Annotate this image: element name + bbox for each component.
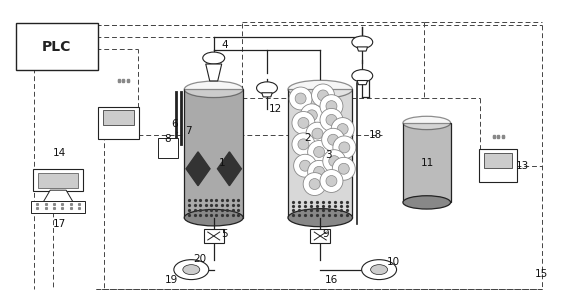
Circle shape: [338, 163, 349, 174]
Text: 17: 17: [53, 219, 66, 229]
Text: 11: 11: [422, 158, 434, 168]
Text: 6: 6: [171, 119, 178, 130]
Ellipse shape: [174, 260, 209, 280]
Text: 10: 10: [387, 257, 400, 267]
Circle shape: [307, 141, 330, 163]
Circle shape: [309, 179, 320, 189]
Bar: [403, 123, 451, 202]
Text: 5: 5: [221, 230, 228, 239]
Circle shape: [314, 166, 325, 177]
Circle shape: [339, 142, 350, 153]
Text: 1: 1: [219, 158, 225, 168]
Ellipse shape: [203, 52, 225, 64]
FancyBboxPatch shape: [38, 173, 79, 188]
Circle shape: [320, 169, 343, 192]
Ellipse shape: [370, 265, 388, 274]
Ellipse shape: [352, 70, 373, 82]
Circle shape: [318, 90, 329, 101]
Text: 20: 20: [193, 254, 206, 264]
Circle shape: [329, 156, 340, 167]
Circle shape: [307, 160, 330, 183]
FancyBboxPatch shape: [98, 107, 139, 139]
Circle shape: [323, 150, 346, 173]
Circle shape: [320, 108, 343, 131]
Polygon shape: [357, 47, 368, 51]
FancyBboxPatch shape: [484, 153, 513, 168]
Polygon shape: [206, 64, 221, 81]
Bar: [288, 89, 352, 218]
Text: 18: 18: [369, 130, 382, 140]
Ellipse shape: [403, 196, 451, 209]
Circle shape: [320, 95, 343, 118]
Text: 9: 9: [323, 230, 329, 239]
Text: PLC: PLC: [42, 40, 71, 53]
Ellipse shape: [352, 36, 373, 48]
Polygon shape: [186, 152, 210, 186]
Circle shape: [298, 118, 309, 128]
Circle shape: [331, 118, 354, 141]
Text: 15: 15: [535, 269, 549, 279]
Circle shape: [326, 176, 337, 186]
Circle shape: [326, 101, 337, 112]
Polygon shape: [217, 152, 242, 186]
Ellipse shape: [184, 81, 243, 98]
Circle shape: [337, 124, 348, 134]
Text: 8: 8: [165, 134, 171, 144]
Text: 16: 16: [325, 275, 338, 285]
FancyBboxPatch shape: [479, 150, 518, 182]
Circle shape: [292, 111, 315, 134]
Text: 4: 4: [221, 40, 228, 50]
FancyBboxPatch shape: [33, 169, 83, 191]
Text: 19: 19: [165, 275, 178, 285]
Circle shape: [289, 87, 312, 110]
Circle shape: [300, 104, 323, 127]
Circle shape: [306, 110, 318, 121]
Polygon shape: [357, 80, 368, 85]
Bar: [184, 89, 243, 218]
Ellipse shape: [362, 260, 397, 280]
Circle shape: [328, 134, 339, 145]
Circle shape: [303, 173, 326, 196]
FancyBboxPatch shape: [158, 138, 178, 157]
Circle shape: [293, 154, 316, 177]
Circle shape: [332, 157, 355, 180]
Circle shape: [314, 146, 325, 157]
Circle shape: [311, 84, 334, 107]
Ellipse shape: [403, 116, 451, 130]
Ellipse shape: [288, 209, 352, 227]
FancyBboxPatch shape: [31, 201, 85, 213]
Ellipse shape: [257, 82, 278, 94]
Ellipse shape: [184, 209, 243, 226]
FancyBboxPatch shape: [103, 110, 134, 126]
Circle shape: [295, 93, 306, 104]
Circle shape: [298, 139, 309, 150]
FancyBboxPatch shape: [310, 229, 330, 243]
Circle shape: [306, 122, 329, 145]
Ellipse shape: [288, 80, 352, 98]
Circle shape: [300, 160, 311, 171]
Ellipse shape: [183, 265, 200, 274]
Circle shape: [321, 128, 345, 151]
Text: 3: 3: [325, 150, 332, 160]
Circle shape: [292, 133, 315, 156]
Text: 7: 7: [185, 126, 192, 136]
Circle shape: [326, 115, 337, 125]
Polygon shape: [43, 190, 73, 202]
Circle shape: [312, 128, 323, 139]
Text: 2: 2: [305, 133, 311, 143]
Text: 14: 14: [53, 149, 66, 158]
Polygon shape: [262, 93, 273, 97]
Text: 12: 12: [269, 104, 282, 114]
FancyBboxPatch shape: [204, 229, 224, 243]
FancyBboxPatch shape: [16, 23, 98, 70]
Circle shape: [333, 136, 356, 159]
Text: 13: 13: [515, 161, 529, 171]
